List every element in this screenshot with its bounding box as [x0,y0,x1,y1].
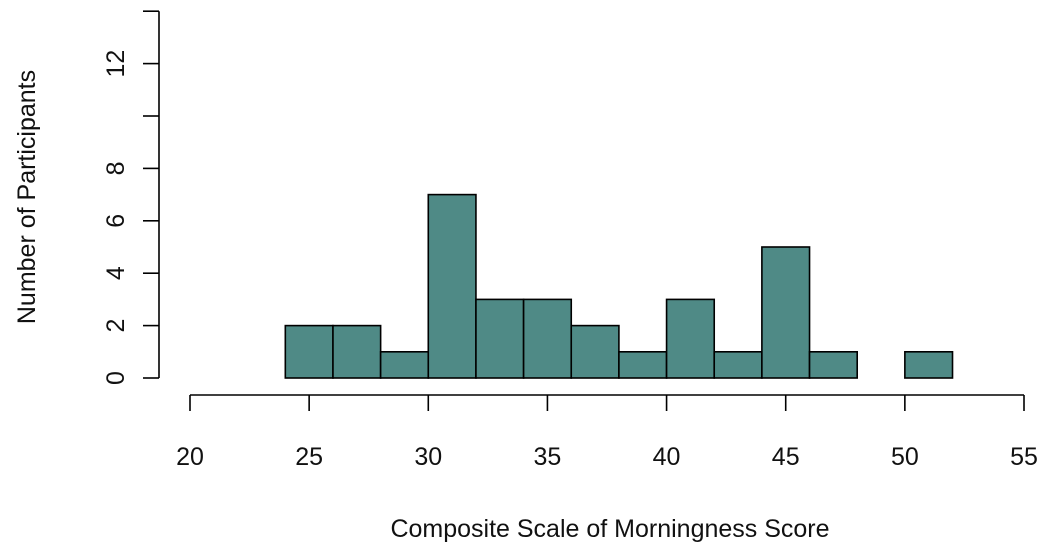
x-axis-title: Composite Scale of Morningness Score [390,515,829,543]
y-tick-label-0: 0 [102,371,130,385]
y-tick-label-12: 12 [102,50,130,78]
x-tick-label-35: 35 [534,443,562,471]
x-tick-label-45: 45 [772,443,800,471]
histogram-bar-42-44 [713,350,763,379]
y-tick-label-4: 4 [102,266,130,280]
histogram-bar-32-34 [475,298,525,379]
bars-group [284,193,954,379]
histogram-bar-38-40 [618,350,668,379]
x-tick-label-55: 55 [1010,443,1038,471]
y-tick-label-6: 6 [102,214,130,228]
y-tick-label-8: 8 [102,161,130,175]
x-tick-label-50: 50 [891,443,919,471]
y-axis: 0 2 4 6 8 12 [102,10,160,385]
histogram-bar-26-28 [332,324,382,379]
histogram-bar-24-26 [284,324,334,379]
x-tick-label-20: 20 [176,443,204,471]
histogram-bar-40-42 [665,298,716,379]
x-axis: 20 25 30 35 40 45 50 55 [176,394,1038,471]
histogram-bar-46-48 [808,350,858,379]
histogram-bar-34-36 [522,298,573,379]
x-tick-label-40: 40 [653,443,681,471]
histogram-bar-28-30 [379,350,430,379]
histogram-bar-36-38 [570,324,620,379]
histogram-bar-44-46 [761,246,811,379]
histogram-bar-30-32 [427,193,477,379]
histogram-bar-50-52 [904,350,954,379]
y-tick-label-2: 2 [102,319,130,333]
x-tick-label-25: 25 [295,443,323,471]
y-axis-title: Number of Participants [13,70,41,324]
x-tick-label-30: 30 [414,443,442,471]
